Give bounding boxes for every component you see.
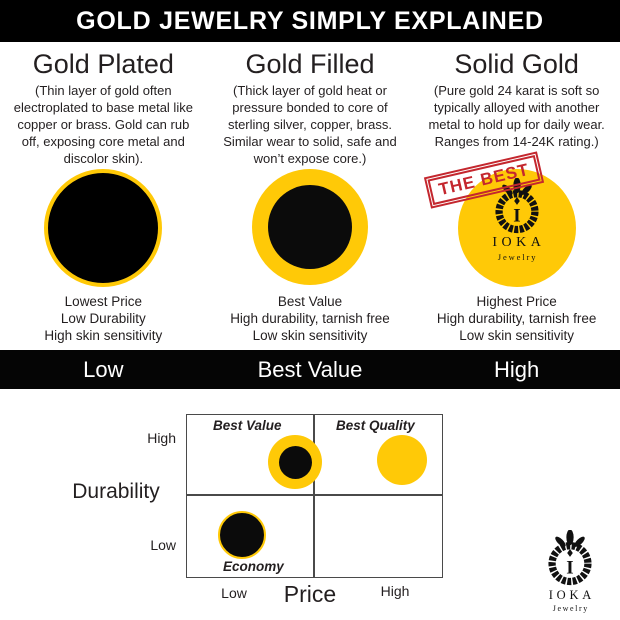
gold-filled-traits: Best Value High durability, tarnish free… (207, 293, 414, 344)
trait-line: Low skin sensitivity (252, 328, 368, 343)
gold-filled-marker (268, 435, 322, 489)
column-description: (Thin layer of gold often electroplated … (13, 83, 193, 166)
gold-filled-core (267, 185, 352, 269)
gold-filled-circle-icon (251, 169, 368, 285)
solid-gold-illustration: THE BEST IOKA Jewelry (413, 151, 620, 288)
brand-subtitle: Jewelry (552, 604, 589, 613)
scale-label-best-value: Best Value (257, 356, 363, 382)
ioka-brand-logo: IOKA Jewelry (528, 530, 612, 613)
quadrant-label-best-quality: Best Quality (336, 418, 415, 433)
trait-line: Low skin sensitivity (459, 328, 575, 343)
page-title: GOLD JEWELRY SIMPLY EXPLAINED (76, 6, 544, 35)
gold-plated-circle-icon (44, 169, 163, 287)
quadrant-label-best-value: Best Value (213, 418, 282, 433)
solid-gold-circle-icon: IOKA Jewelry (457, 169, 576, 287)
gold-plated-circle-wrap (44, 169, 163, 287)
header-bar: GOLD JEWELRY SIMPLY EXPLAINED (0, 0, 620, 42)
brand-name: IOKA (492, 235, 546, 250)
column-solid-gold: Solid Gold (Pure gold 24 karat is soft s… (413, 48, 620, 344)
x-tick-high: High (380, 583, 410, 599)
gold-plated-traits: Lowest Price Low Durability High skin se… (0, 293, 207, 344)
trait-line: High durability, tarnish free (230, 311, 390, 326)
x-tick-low: Low (221, 585, 247, 601)
brand-subtitle: Jewelry (497, 252, 538, 262)
solid-gold-circle-wrap: THE BEST IOKA Jewelry (423, 151, 576, 287)
scale-label-low: Low (83, 356, 124, 382)
brand-name: IOKA (548, 588, 595, 602)
column-description: (Thick layer of gold heat or pressure bo… (223, 83, 397, 166)
gold-filled-illustration (207, 160, 414, 288)
column-heading: Solid Gold (454, 49, 579, 79)
trait-line: High skin sensitivity (44, 328, 163, 343)
column-description: (Pure gold 24 karat is soft so typically… (428, 83, 605, 149)
chart-gridline-vertical (313, 415, 315, 577)
ioka-crest-icon (542, 530, 598, 586)
solid-gold-marker (377, 435, 427, 485)
y-axis-label: Durability (72, 480, 160, 503)
y-tick-high: High (147, 430, 176, 446)
column-gold-plated: Gold Plated (Thin layer of gold often el… (0, 48, 207, 344)
solid-gold-traits: Highest Price High durability, tarnish f… (413, 293, 620, 344)
column-heading: Gold Plated (32, 49, 174, 79)
column-heading: Gold Filled (245, 49, 375, 79)
gold-plated-illustration (0, 160, 207, 288)
price-durability-chart: Best Value Best Quality Economy High Low… (0, 392, 620, 620)
y-tick-low: Low (150, 537, 176, 553)
x-axis-label: Price (283, 581, 337, 607)
columns-section: Gold Plated (Thin layer of gold often el… (0, 48, 620, 344)
chart-gridline-horizontal (187, 494, 442, 496)
quadrant-label-economy: Economy (223, 559, 284, 574)
trait-line: Best Value (277, 294, 343, 309)
trait-line: Low Durability (60, 311, 146, 326)
trait-line: Lowest Price (64, 294, 142, 309)
scale-label-high: High (494, 356, 540, 382)
gold-plated-marker (218, 511, 266, 559)
gold-filled-circle-wrap (251, 169, 368, 285)
trait-line: High durability, tarnish free (436, 311, 597, 326)
gold-filled-marker-core (278, 445, 312, 479)
chart-plot-box: Best Value Best Quality Economy (186, 414, 443, 578)
scale-bar: Low Best Value High (0, 350, 620, 389)
column-gold-filled: Gold Filled (Thick layer of gold heat or… (207, 48, 414, 344)
trait-line: Highest Price (476, 294, 557, 309)
